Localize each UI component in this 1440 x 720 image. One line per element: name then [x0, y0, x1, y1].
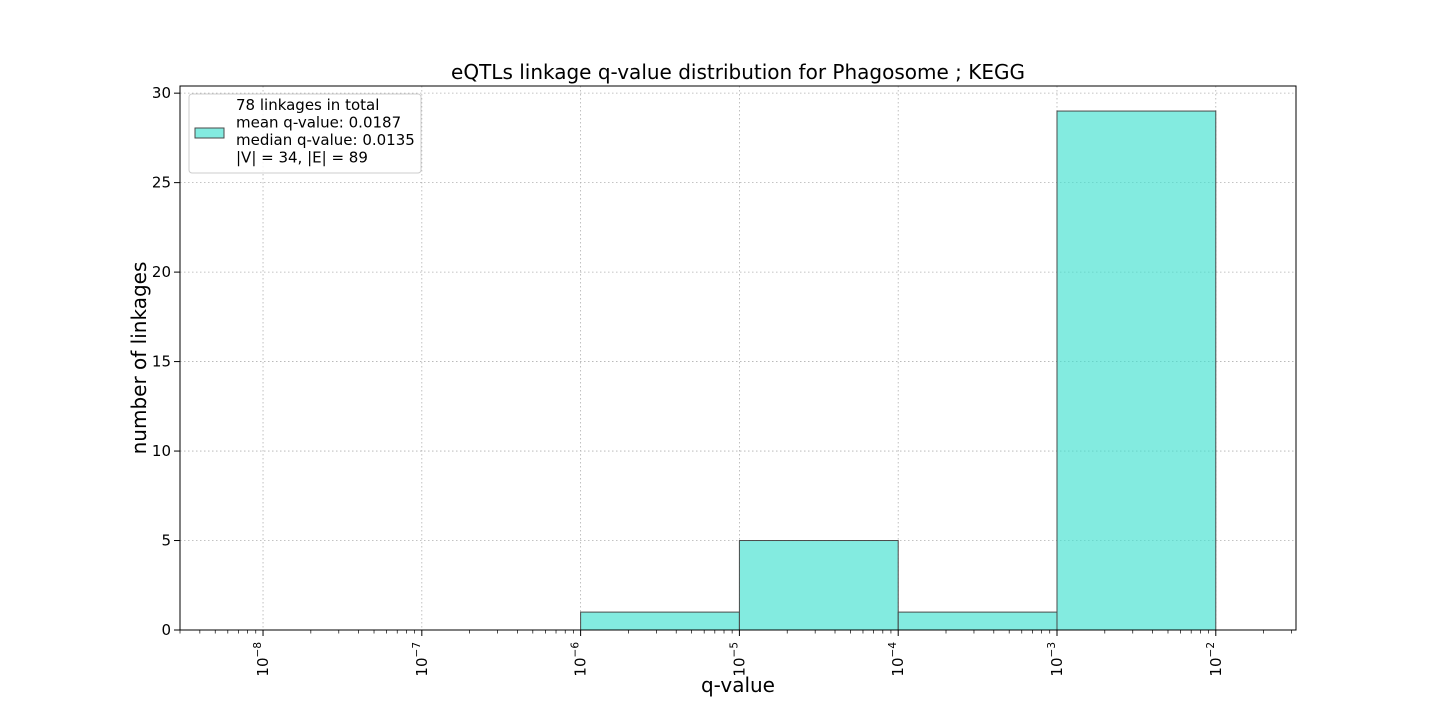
y-tick-label: 25 [152, 174, 171, 192]
y-tick-label: 15 [152, 353, 171, 371]
histogram-bar [1056, 110, 1217, 631]
plot-frame [179, 85, 1297, 631]
y-tick-label: 30 [152, 84, 171, 102]
legend-line-mean: mean q-value: 0.0187 [236, 114, 401, 132]
chart-title: eQTLs linkage q-value distribution for P… [451, 60, 1025, 84]
legend-line-total: 78 linkages in total [236, 96, 379, 114]
y-tick-label: 5 [161, 532, 171, 550]
bars [580, 110, 1217, 631]
legend-line-median: median q-value: 0.0135 [236, 131, 415, 149]
x-axis-title: q-value [701, 673, 775, 697]
histogram-bar [738, 540, 899, 631]
legend-swatch [194, 127, 225, 139]
histogram-bar [897, 611, 1058, 631]
legend-box [188, 93, 422, 174]
y-tick-label: 20 [152, 263, 171, 281]
histogram-bar [580, 611, 740, 631]
legend-line-graph-size: |V| = 34, |E| = 89 [236, 149, 368, 167]
y-tick-label: 0 [161, 621, 171, 639]
y-axis-title: number of linkages [127, 262, 151, 455]
legend: 78 linkages in total mean q-value: 0.018… [188, 93, 422, 174]
y-tick-label: 10 [152, 442, 171, 460]
